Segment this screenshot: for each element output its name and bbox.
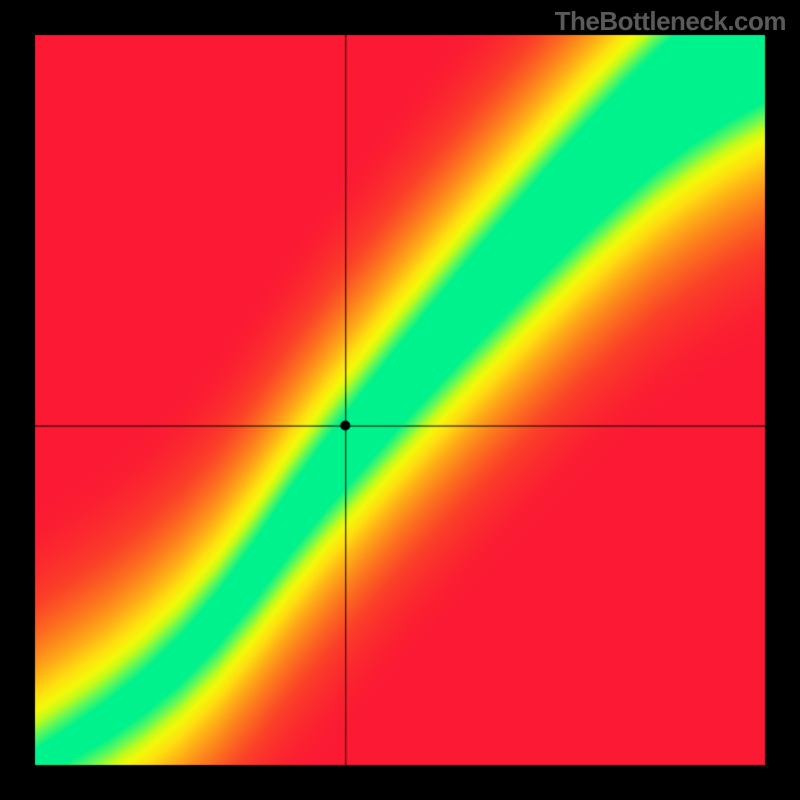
- bottleneck-heatmap: [0, 0, 800, 800]
- chart-container: TheBottleneck.com: [0, 0, 800, 800]
- watermark-text: TheBottleneck.com: [555, 6, 786, 37]
